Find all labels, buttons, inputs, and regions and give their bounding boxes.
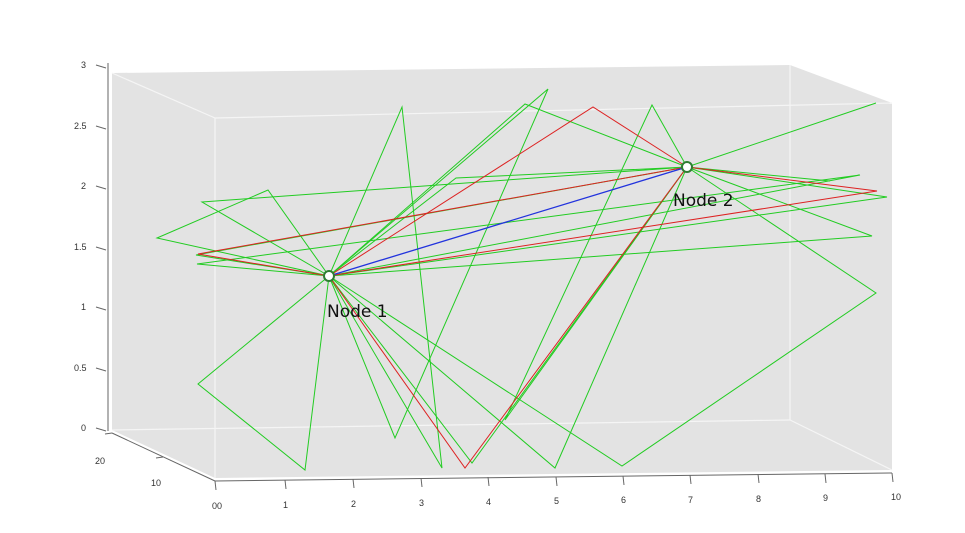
- z-axis-ticks: [95, 64, 107, 432]
- x-tick-label: 2: [351, 499, 356, 509]
- z-tick-label: 1: [81, 302, 86, 312]
- green-path: [197, 275, 330, 471]
- z-tick-label: 0.5: [74, 363, 87, 373]
- box-edge: [214, 102, 893, 119]
- x-tick-label: 10: [891, 492, 901, 502]
- green-path: [686, 102, 877, 168]
- z-tick-label: 2.5: [74, 121, 87, 131]
- nodes: Node 1 Node 2: [323, 161, 734, 322]
- z-axis-tick-labels: 0 0.5 1 1.5 2 2.5 3: [74, 60, 87, 433]
- z-tick-label: 3: [81, 60, 86, 70]
- y-axis-line: [111, 432, 216, 482]
- x-axis-ticks: [214, 472, 894, 491]
- box-edge: [111, 72, 216, 119]
- axes: [107, 63, 893, 482]
- red-path: [197, 166, 688, 277]
- red-path: [328, 166, 878, 277]
- x-tick-label: 6: [621, 495, 626, 505]
- blue-paths: [328, 166, 688, 277]
- x-axis-line: [214, 472, 893, 482]
- green-path: [328, 166, 688, 464]
- x-tick-label: 4: [486, 497, 491, 507]
- x-tick-label: 00: [212, 501, 222, 511]
- red-path: [328, 106, 688, 277]
- plot-box: [111, 65, 893, 478]
- green-path: [328, 166, 688, 277]
- green-path: [196, 174, 861, 277]
- green-path: [328, 88, 549, 440]
- y-axis-ticks: [104, 432, 164, 459]
- green-path: [328, 166, 877, 467]
- green-path: [328, 166, 873, 277]
- plot-box-face: [112, 65, 892, 478]
- node-2-marker[interactable]: [681, 161, 693, 173]
- x-tick-label: 3: [419, 498, 424, 508]
- x-tick-label: 5: [554, 496, 559, 506]
- node-2-label: Node 2: [673, 191, 734, 211]
- green-path: [328, 166, 688, 469]
- blue-path: [328, 166, 688, 277]
- x-tick-label: 7: [688, 495, 693, 505]
- node-1-label: Node 1: [327, 302, 388, 322]
- x-tick-label: 1: [283, 500, 288, 510]
- box-edge: [111, 419, 791, 431]
- x-axis-tick-labels: 00 1 2 3 4 5 6 7 8 9 10: [212, 492, 901, 511]
- box-edge: [789, 419, 893, 471]
- x-tick-label: 9: [823, 493, 828, 503]
- green-path: [328, 105, 443, 469]
- y-axis-tick-labels: 10 20: [95, 456, 161, 488]
- green-path: [155, 189, 330, 277]
- box-edges: [111, 65, 893, 478]
- z-tick-label: 0: [81, 423, 86, 433]
- z-tick-label: 2: [81, 181, 86, 191]
- green-path: [328, 166, 888, 277]
- z-tick-label: 1.5: [74, 242, 87, 252]
- node-1-marker[interactable]: [323, 270, 335, 282]
- green-path: [200, 166, 688, 277]
- y-tick-label: 10: [151, 478, 161, 488]
- red-paths: [197, 106, 878, 469]
- green-path: [504, 103, 688, 421]
- green-path: [686, 166, 831, 182]
- red-path: [328, 166, 688, 469]
- x-tick-label: 8: [756, 494, 761, 504]
- y-tick-label: 20: [95, 456, 105, 466]
